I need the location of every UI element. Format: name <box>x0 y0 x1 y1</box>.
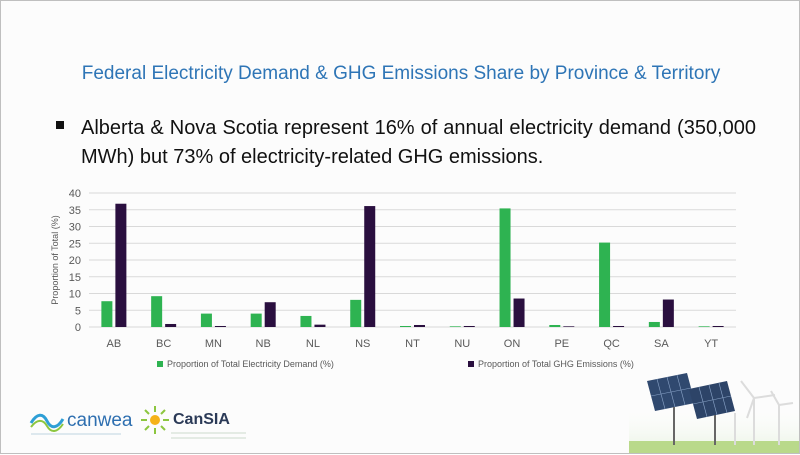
y-tick-label: 30 <box>69 222 81 234</box>
bullet-point: Alberta & Nova Scotia represent 16% of a… <box>56 114 756 172</box>
demand-bar <box>400 325 411 327</box>
bullet-text: Alberta & Nova Scotia represent 16% of a… <box>81 117 756 168</box>
emissions-bar <box>264 302 276 327</box>
y-tick-label: 35 <box>69 205 81 217</box>
emissions-bar <box>214 325 226 327</box>
legend-label: Proportion of Total Electricity Demand (… <box>167 359 334 369</box>
demand-bar <box>200 313 212 327</box>
demand-bar <box>151 296 163 327</box>
x-tick-label: NS <box>355 338 370 350</box>
cansia-logo-text: CanSIA <box>173 411 230 428</box>
cansia-sun-icon <box>141 406 246 439</box>
demand-bar <box>648 321 660 327</box>
canwea-logo: canwea <box>29 409 134 444</box>
demand-bar <box>449 326 461 327</box>
demand-bar <box>499 208 511 327</box>
x-tick-label: NT <box>405 338 420 350</box>
canwea-wave-icon <box>29 413 121 435</box>
demand-bar <box>599 242 611 327</box>
slide-title: Federal Electricity Demand & GHG Emissio… <box>81 63 721 84</box>
emissions-bar <box>613 325 625 327</box>
x-tick-label: QC <box>603 338 620 350</box>
x-tick-label: SA <box>654 338 669 350</box>
emissions-bar <box>414 324 425 327</box>
x-tick-label: NL <box>306 338 320 350</box>
x-tick-label: AB <box>107 338 122 350</box>
emissions-bar <box>115 203 127 327</box>
emissions-bar <box>712 325 724 327</box>
bullet-square-icon <box>56 121 64 129</box>
x-tick-label: ON <box>504 338 521 350</box>
y-axis-title: Proportion of Total (%) <box>50 215 60 304</box>
demand-bar <box>698 326 710 327</box>
legend-swatch <box>157 361 163 367</box>
x-tick-label: NU <box>454 338 470 350</box>
canwea-logo-text: canwea <box>67 410 133 431</box>
emissions-bar <box>364 206 376 327</box>
demand-bar <box>101 301 113 327</box>
y-tick-label: 15 <box>69 272 81 284</box>
y-tick-label: 5 <box>75 305 81 317</box>
legend-swatch <box>468 361 474 367</box>
x-tick-label: MN <box>205 338 222 350</box>
y-tick-label: 25 <box>69 238 81 250</box>
y-tick-label: 40 <box>69 188 81 200</box>
x-tick-label: PE <box>554 338 569 350</box>
emissions-bar <box>513 298 525 327</box>
demand-bar <box>350 299 362 327</box>
demand-bar <box>549 324 561 327</box>
solar-wind-scenery-icon <box>629 373 799 453</box>
demand-bar <box>300 315 312 327</box>
cansia-logo: CanSIA <box>141 402 261 449</box>
y-tick-label: 0 <box>75 322 81 334</box>
emissions-bar <box>662 299 674 327</box>
emissions-bar <box>165 323 177 327</box>
demand-bar <box>250 313 262 327</box>
x-tick-label: NB <box>256 338 271 350</box>
emissions-bar <box>463 325 475 327</box>
y-tick-label: 10 <box>69 289 81 301</box>
emissions-bar <box>314 324 326 327</box>
x-tick-label: BC <box>156 338 171 350</box>
legend-label: Proportion of Total GHG Emissions (%) <box>478 359 634 369</box>
y-tick-label: 20 <box>69 255 81 267</box>
x-tick-label: YT <box>704 338 718 350</box>
emissions-bar <box>563 326 575 327</box>
